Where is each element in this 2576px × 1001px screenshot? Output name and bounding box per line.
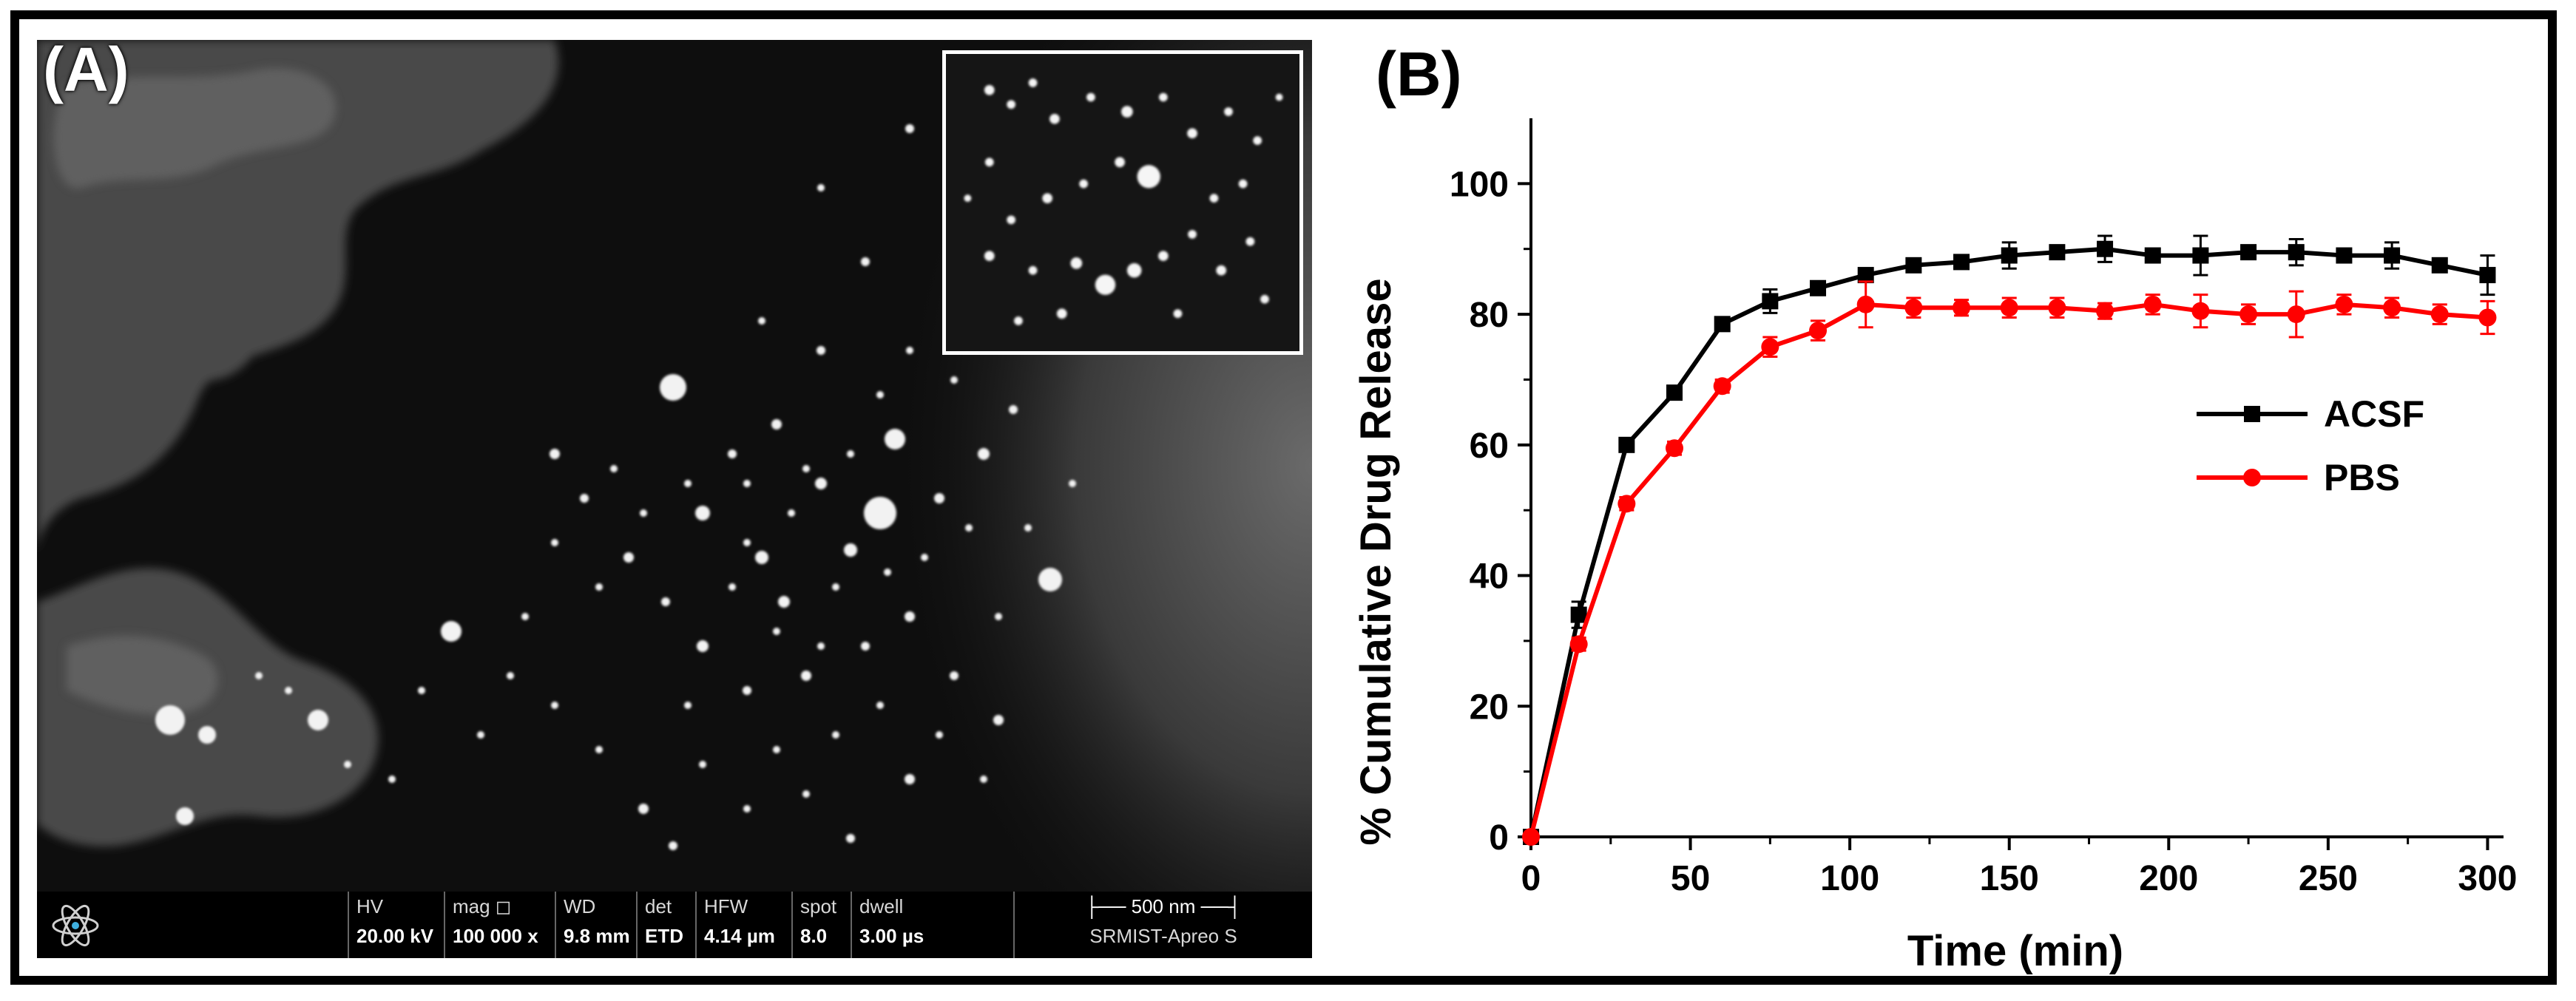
x-tick-label: 100 [1820,859,1879,898]
y-tick-label: 100 [1450,165,1509,204]
data-point-acsf [2288,244,2305,261]
legend-label: PBS [2324,457,2400,498]
x-tick-label: 150 [1980,859,2039,898]
chart-legend: ACSF PBS [2197,393,2424,498]
sem-field-mag: mag ◻ 100 000 x [444,892,555,958]
sem-instrument: SRMIST-Apreo S [1089,925,1237,947]
data-point-pbs [1761,338,1779,356]
x-tick-label: 250 [2299,859,2358,898]
sem-scale-cell: ├── 500 nm ──┤ SRMIST-Apreo S [1013,892,1312,958]
data-point-acsf [1810,279,1827,296]
sem-panel: (A) [37,40,1312,958]
data-point-pbs [1666,439,1684,458]
x-tick-label: 200 [2139,859,2198,898]
x-tick-label: 300 [2458,859,2517,898]
sem-field-wd: WD 9.8 mm [555,892,636,958]
data-point-pbs [2383,299,2401,317]
y-axis-label: % Cumulative Drug Release [1352,278,1400,845]
data-point-acsf [1762,293,1779,310]
sem-nanoparticles [155,124,1076,850]
data-point-pbs [2191,302,2210,320]
figure-frame [10,10,2557,985]
data-point-pbs [2143,295,2162,313]
data-point-acsf [1666,384,1683,401]
sem-field-hfw: HFW 4.14 µm [695,892,791,958]
data-point-pbs [1809,322,1828,340]
data-point-pbs [1569,635,1588,654]
legend-label: ACSF [2324,393,2424,435]
data-point-pbs [2000,299,2018,317]
legend-item-acsf: ACSF [2197,393,2424,435]
sem-inset-zoom [942,50,1303,355]
x-tick-label: 50 [1671,859,1710,898]
y-tick-label: 80 [1470,296,1509,335]
legend-marker [2244,406,2260,422]
data-point-acsf [2384,247,2401,264]
sem-field-hv: HV 20.00 kV [348,892,444,958]
chart-axes [1529,118,2504,838]
series-acsf [1523,234,2496,845]
x-axis-label: Time (min) [1907,927,2123,975]
chart-series [1522,234,2497,846]
data-point-pbs [2239,305,2258,324]
sem-field-det: det ETD [636,892,695,958]
y-tick-label: 60 [1470,427,1509,466]
data-point-acsf [1905,257,1922,274]
legend-item-pbs: PBS [2197,457,2400,498]
panel-b-label: (B) [1376,39,1462,109]
sem-field-spot: spot 8.0 [791,892,851,958]
data-point-pbs [2335,295,2353,313]
data-point-acsf [2049,244,2066,261]
y-tick-label: 0 [1489,818,1509,858]
data-point-pbs [1953,299,1971,317]
data-point-pbs [1713,377,1731,396]
release-chart: 0 50 100 150 200 250 300 0 20 40 60 80 100 ACSF PBS T… [1352,118,2518,975]
sem-data-bar: HV 20.00 kV mag ◻ 100 000 x WD 9.8 mm de… [37,892,1312,958]
sem-scale-bar: ├── 500 nm ──┤ [1085,895,1242,917]
data-point-acsf [1714,316,1731,333]
chart-ticks: 0 50 100 150 200 250 300 0 20 40 60 80 100 [1450,165,2518,898]
data-point-acsf [2240,244,2257,261]
data-point-pbs [2430,305,2449,324]
data-point-pbs [2287,305,2305,324]
data-point-pbs [1617,495,1636,513]
data-point-acsf [2336,247,2353,264]
data-point-acsf [1570,606,1587,623]
data-point-acsf [2097,240,2114,257]
data-point-pbs [1856,295,1875,313]
series-line-pbs [1529,302,2488,838]
data-point-acsf [2431,257,2448,274]
data-point-pbs [2478,308,2497,327]
series-pbs [1522,280,2497,846]
data-point-acsf [1857,267,1874,284]
y-tick-label: 20 [1470,688,1509,727]
x-tick-label: 0 [1521,859,1541,898]
atom-logo-icon [52,904,99,947]
sem-flake-highlights [53,68,336,715]
data-point-pbs [1522,828,1540,846]
data-point-acsf [2001,247,2018,264]
data-point-acsf [1618,436,1635,453]
data-point-acsf [2144,247,2161,264]
data-point-pbs [1904,299,1923,317]
data-point-acsf [1953,254,1970,271]
data-point-acsf [2192,247,2209,264]
series-line-acsf [1529,246,2489,838]
panel-a-label: (A) [43,40,129,104]
data-point-pbs [2096,302,2114,320]
data-point-pbs [2048,299,2066,317]
y-tick-label: 40 [1470,557,1509,597]
legend-marker [2243,469,2261,486]
data-point-acsf [2479,267,2496,284]
sem-field-dwell: dwell 3.00 µs [851,892,1013,958]
